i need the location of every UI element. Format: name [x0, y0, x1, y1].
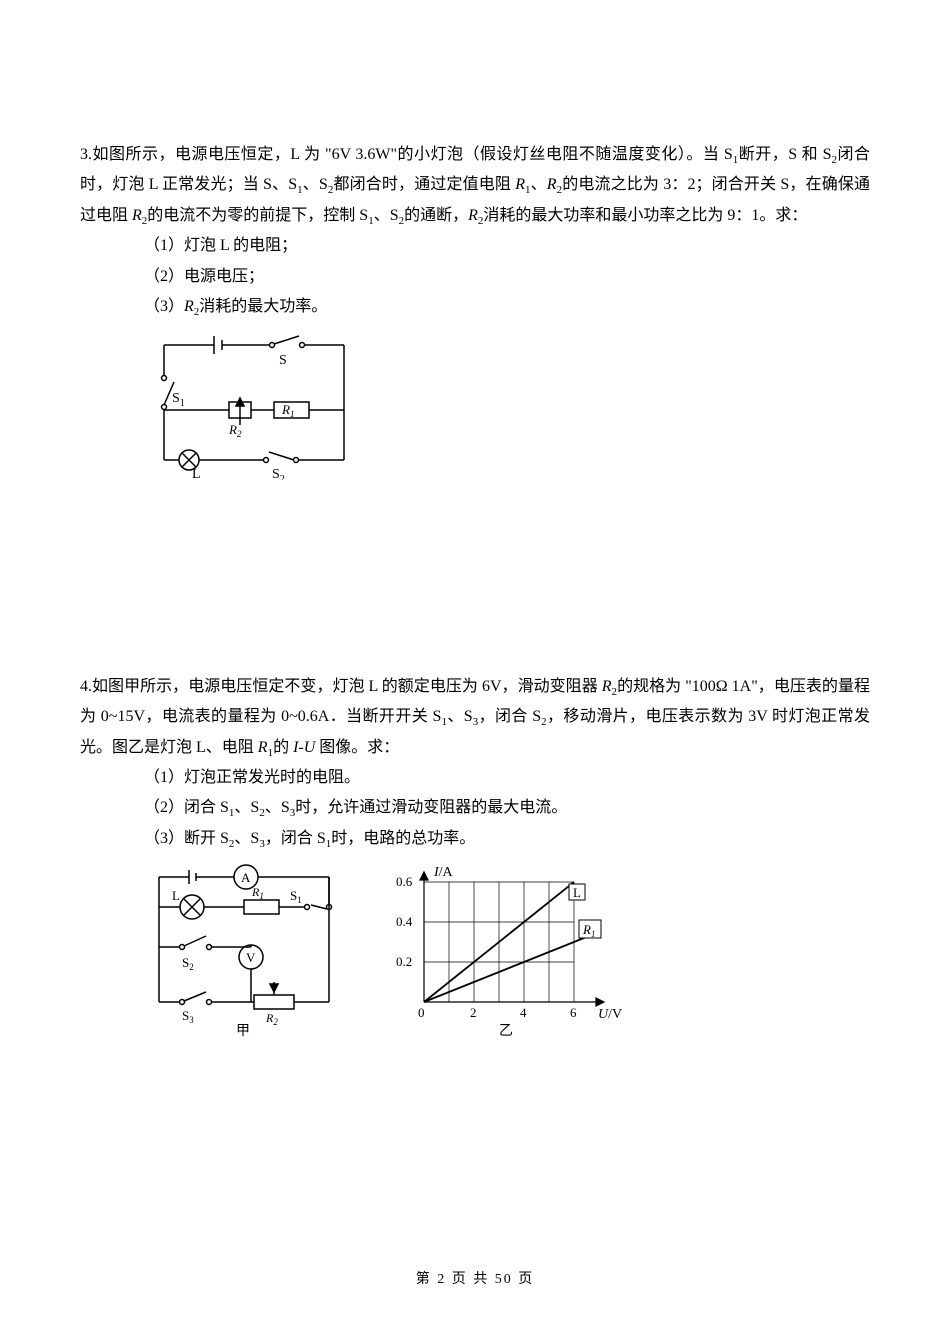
label-s1-4: S1 [290, 888, 302, 905]
ytick-04: 0.4 [396, 914, 413, 929]
page-footer: 第 2 页 共 50 页 [0, 1267, 950, 1294]
label-s1: S1 [172, 391, 185, 409]
series-l-label: L [573, 885, 581, 900]
circuit-diagram-4: A V L R1 S1 S2 S3 R2 甲 [144, 862, 344, 1037]
problem-3: 3.如图所示，电源电压恒定，L 为 "6V 3.6W"的小灯泡（假设灯丝电阻不随… [80, 140, 870, 492]
label-r1-4: R1 [251, 885, 264, 901]
problem-3-subq-2: （2）电源电压； [80, 262, 870, 292]
ylabel: I/A [433, 865, 454, 880]
page: 3.如图所示，电源电压恒定，L 为 "6V 3.6W"的小灯泡（假设灯丝电阻不随… [0, 0, 950, 1344]
label-r1: R1 [281, 402, 294, 419]
ytick-06: 0.6 [396, 874, 413, 889]
xlabel: U/V [598, 1007, 622, 1022]
circuit-diagram-3: S S1 S2 R1 R2 L [144, 330, 364, 480]
label-r2-4: R2 [265, 1011, 278, 1027]
label-l: L [192, 467, 201, 480]
problem-3-text: 3.如图所示，电源电压恒定，L 为 "6V 3.6W"的小灯泡（假设灯丝电阻不随… [80, 140, 870, 231]
caption-yi: 乙 [499, 1023, 513, 1037]
xtick-2: 2 [470, 1005, 477, 1020]
label-s3-4: S3 [182, 1008, 194, 1025]
ytick-02: 0.2 [396, 954, 412, 969]
problem-4-figures: A V L R1 S1 S2 S3 R2 甲 [80, 862, 870, 1037]
problem-3-subq-1: （1）灯泡 L 的电阻； [80, 231, 870, 261]
voltmeter-label: V [246, 950, 256, 965]
problem-4-subq-1: （1）灯泡正常发光时的电阻。 [80, 763, 870, 793]
problem-4-text: 4.如图甲所示，电源电压恒定不变，灯泡 L 的额定电压为 6V，滑动变阻器 R2… [80, 672, 870, 763]
iu-graph: 0 2 4 6 0.2 0.4 0.6 I/A U/V L R1 乙 [374, 862, 634, 1037]
label-l4: L [172, 888, 180, 903]
label-s: S [279, 353, 287, 368]
xtick-6: 6 [570, 1005, 577, 1020]
problem-3-circuit: S S1 S2 R1 R2 L [80, 330, 870, 491]
problem-4: 4.如图甲所示，电源电压恒定不变，灯泡 L 的额定电压为 6V，滑动变阻器 R2… [80, 672, 870, 1037]
label-s2: S2 [272, 467, 285, 480]
ammeter-label: A [241, 870, 251, 885]
problem-4-subq-3: （3）断开 S2、S3，闭合 S1时，电路的总功率。 [80, 824, 870, 854]
xtick-4: 4 [520, 1005, 527, 1020]
label-s2-4: S2 [182, 955, 194, 972]
caption-jia: 甲 [236, 1024, 250, 1037]
origin-label: 0 [418, 1005, 425, 1020]
problem-4-subq-2: （2）闭合 S1、S2、S3时，允许通过滑动变阻器的最大电流。 [80, 793, 870, 823]
problem-3-subq-3: （3）R2消耗的最大功率。 [80, 292, 870, 322]
